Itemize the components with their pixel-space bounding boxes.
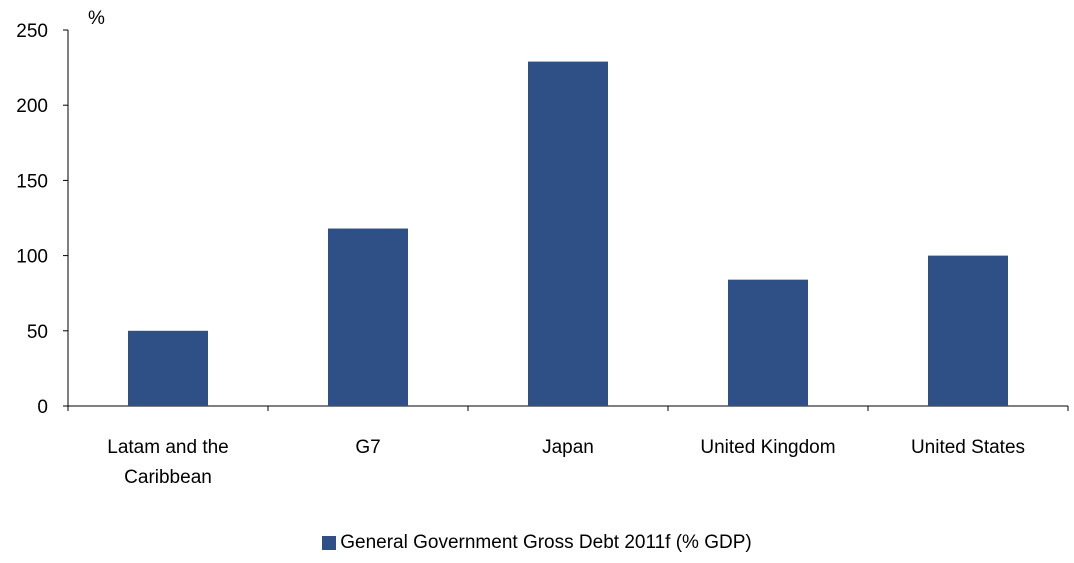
y-axis: 0 50 100 150 200 250 bbox=[16, 21, 69, 418]
bar bbox=[928, 255, 1008, 406]
bar bbox=[328, 228, 408, 406]
y-tick-label: 50 bbox=[27, 322, 48, 343]
y-tick-label: 250 bbox=[16, 21, 48, 42]
y-tick-label: 200 bbox=[16, 96, 48, 117]
bars bbox=[128, 61, 1008, 407]
y-tick-label: 100 bbox=[16, 247, 48, 268]
category-label: United Kingdom bbox=[700, 437, 835, 458]
category-label: United States bbox=[911, 437, 1025, 458]
y-unit-label: % bbox=[88, 8, 105, 29]
category-label: Latam and the Caribbean bbox=[107, 437, 228, 488]
legend-label: General Government Gross Debt 2011f (% G… bbox=[340, 532, 752, 553]
category-label: Japan bbox=[542, 437, 594, 458]
y-tick-label: 150 bbox=[16, 171, 48, 192]
bar bbox=[528, 61, 608, 407]
legend-swatch bbox=[322, 536, 337, 550]
category-label: G7 bbox=[355, 437, 380, 458]
y-tick-label: 0 bbox=[37, 397, 48, 418]
bar bbox=[128, 330, 208, 406]
x-axis bbox=[67, 405, 1069, 411]
category-labels: Latam and the Caribbean G7 Japan United King… bbox=[107, 437, 1025, 488]
bar bbox=[728, 279, 808, 406]
legend: General Government Gross Debt 2011f (% G… bbox=[0, 532, 1074, 554]
